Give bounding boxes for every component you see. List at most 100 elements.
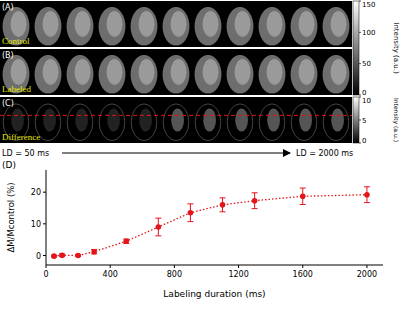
image-tile [323,104,349,141]
y-tick-label: 0 [36,252,41,261]
colorbar-tick-label: 5 [362,117,366,125]
panel-label: Control [2,36,30,46]
slice-line [0,115,352,116]
image-tile [163,104,189,141]
colorbar-label: Intensity (a.u.) [392,22,400,74]
data-point [59,252,65,258]
panel-tag: (B) [2,51,14,60]
image-detail [299,11,315,37]
image-tile [67,7,94,46]
image-detail [267,59,283,85]
image-detail [203,59,219,85]
image-detail [107,11,123,37]
colorbar [353,97,359,143]
image-detail [43,59,59,85]
data-point [91,249,97,255]
image-detail [171,11,187,37]
colorbar-tick-label: 100 [362,29,375,37]
data-point [75,253,81,259]
x-tick-label: 800 [167,270,182,279]
colorbar-tick-label: 0 [362,137,366,145]
colorbar-tick [359,143,361,144]
error-cap [220,197,226,198]
image-detail [299,109,312,132]
image-row [0,1,352,47]
image-detail [75,11,91,37]
y-axis [46,170,47,265]
error-cap [252,208,258,209]
figure: (A)Control(B)Labeled(C)Difference0501001… [0,0,400,314]
panel-label: Labeled [2,84,31,94]
y-tick [43,255,46,256]
image-detail [299,59,315,85]
data-point [252,198,258,204]
x-label: Labeling duration (ms) [163,289,265,299]
image-detail [11,11,27,37]
colorbar-tick [359,120,361,121]
image-detail [267,11,283,37]
image-tile [227,7,254,46]
error-bar [187,204,193,222]
x-tick-label: 400 [103,270,118,279]
image-detail [235,109,248,132]
image-tile [259,104,285,141]
image-tile [195,7,222,46]
colorbar-tick [359,32,361,33]
image-tile [323,55,350,94]
image-tile [99,104,125,141]
image-detail [331,109,344,132]
error-cap [364,186,370,187]
data-point [220,202,226,208]
colorbar-tick [359,1,361,2]
image-detail [331,59,347,85]
data-point [364,192,370,198]
ld-arrow [62,152,290,153]
colorbar-tick [359,97,361,98]
data-point [51,253,57,259]
error-cap [187,221,193,222]
colorbar-tick [359,95,361,96]
image-detail [43,109,56,132]
y-tick [43,192,46,193]
x-tick [302,265,303,268]
image-tile [291,104,317,141]
y-tick-label: 10 [31,220,41,229]
panel-tag: (C) [2,99,14,108]
error-bar [220,198,226,212]
colorbar-tick [359,63,361,64]
image-detail [267,109,280,132]
image-tile [163,55,190,94]
image-detail [75,109,88,132]
x-tick-label: 2000 [357,270,377,279]
x-tick [238,265,239,268]
y-label: ΔM/Mcontrol (%) [6,182,16,252]
panel-label: Difference [2,132,40,142]
x-tick-label: 0 [43,270,48,279]
image-row [0,97,352,143]
image-detail [43,11,59,37]
error-cap [155,218,161,219]
image-tile [99,55,126,94]
image-tile [227,104,253,141]
image-detail [11,59,27,85]
image-detail [139,59,155,85]
error-cap [300,204,306,205]
image-detail [203,109,216,132]
data-point [156,224,162,230]
image-detail [171,109,184,132]
data-point [300,193,306,199]
image-detail [75,59,91,85]
error-cap [300,188,306,189]
image-tile [323,7,350,46]
colorbar-tick-label: 10 [362,97,371,105]
plot-area [51,187,370,259]
error-cap [187,203,193,204]
ld-start: LD = 50 ms [2,149,49,158]
image-tile [131,7,158,46]
ld-end: LD = 2000 ms [296,149,353,158]
error-bar [364,187,370,203]
panel-tag: (D) [2,160,16,170]
error-cap [155,235,161,236]
image-detail [11,109,24,132]
image-tile [131,104,157,141]
